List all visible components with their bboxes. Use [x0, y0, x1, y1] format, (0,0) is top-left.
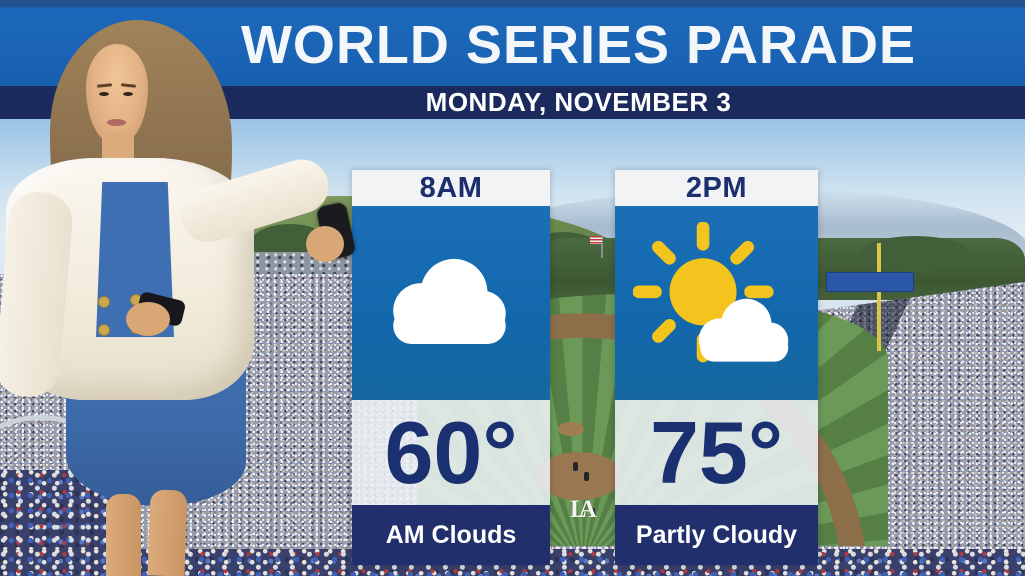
outfield-sign — [826, 272, 914, 292]
time-header: 2PM — [615, 170, 818, 206]
player-dot — [590, 508, 595, 517]
headline-text: WORLD SERIES PARADE — [240, 15, 917, 75]
presenter-lips — [107, 119, 126, 126]
presenter-eye — [123, 92, 133, 96]
forecast-card-8am: 8AM 60° AM Clouds — [352, 170, 550, 565]
flag-pole — [601, 236, 603, 258]
player-dot — [584, 472, 589, 481]
la-field-logo: LA — [570, 496, 597, 523]
us-flag — [590, 236, 602, 244]
player-dot — [573, 462, 578, 471]
jacket-button — [98, 324, 110, 336]
presenter-eye — [99, 92, 109, 96]
condition-label: Partly Cloudy — [615, 505, 818, 565]
home-plate-dirt — [536, 452, 622, 500]
icon-panel — [615, 206, 818, 400]
cloud-icon — [393, 258, 506, 345]
icon-panel — [352, 206, 550, 400]
jacket-button — [98, 296, 110, 308]
pitchers-mound — [558, 422, 584, 436]
date-text: MONDAY, NOVEMBER 3 — [425, 87, 732, 117]
foul-pole — [877, 243, 881, 351]
presenter-leg — [147, 489, 188, 576]
condition-label: AM Clouds — [352, 505, 550, 565]
presenter-hand — [126, 302, 170, 336]
temperature: 75° — [615, 400, 818, 505]
sun-cloud-icon — [632, 222, 788, 363]
presenter-raised-hand — [306, 226, 344, 262]
presenter-leg — [106, 494, 141, 576]
forecast-card-2pm: 2PM — [615, 170, 818, 565]
time-header: 8AM — [352, 170, 550, 206]
presenter-face — [86, 44, 148, 144]
temperature: 60° — [352, 400, 550, 505]
weather-presenter — [0, 0, 380, 576]
